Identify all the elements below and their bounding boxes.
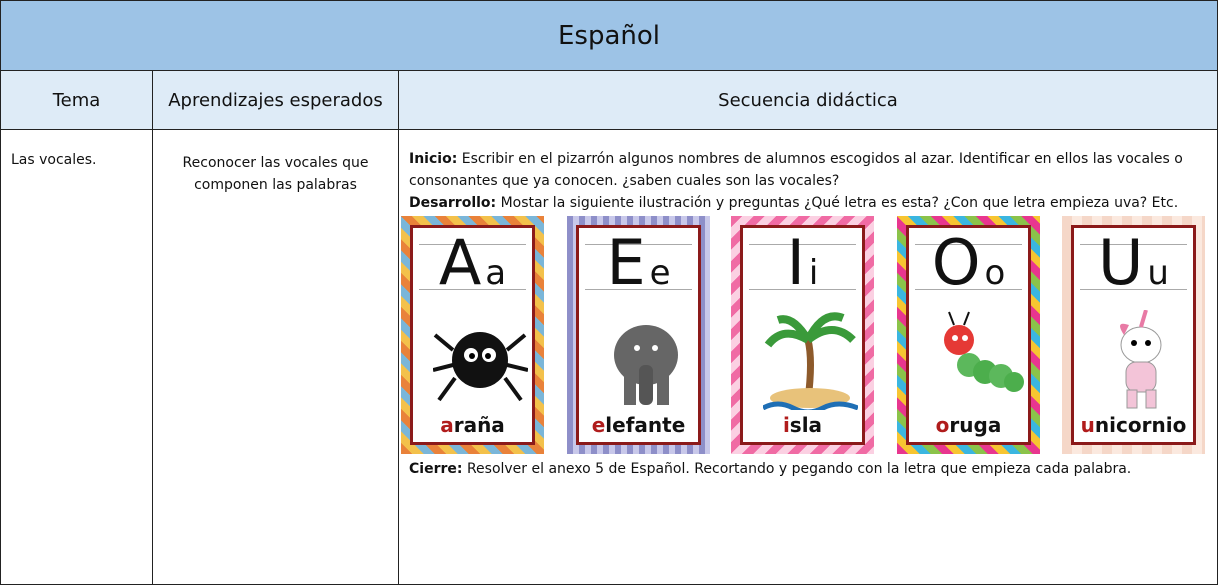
illustration	[433, 332, 528, 402]
illustration	[944, 311, 1024, 392]
illustration	[614, 325, 678, 405]
ruled-lines	[915, 244, 1022, 290]
label: Cierre:	[409, 461, 463, 477]
column-header: Tema	[0, 70, 153, 130]
ruled-lines	[1080, 244, 1187, 290]
card-word: unicornio	[1080, 413, 1187, 437]
lowercase-letter: e	[649, 253, 671, 293]
cierre: Cierre: Resolver el anexo 5 de Español. …	[409, 458, 1207, 480]
secuencia-cell: Inicio: Escribir en el pizarrón algunos …	[398, 129, 1218, 585]
uppercase-letter: I	[786, 226, 805, 299]
inicio: Inicio: Escribir en el pizarrón algunos …	[409, 148, 1207, 192]
label: Desarrollo:	[409, 195, 497, 211]
text: Escribir en el pizarrón algunos nombres …	[409, 151, 1183, 189]
card-word: araña	[440, 413, 505, 437]
illustration	[1120, 310, 1162, 409]
label: Inicio:	[409, 151, 458, 167]
title: Español	[0, 0, 1218, 71]
column-header: Secuencia didáctica	[398, 70, 1218, 130]
uppercase-letter: U	[1098, 226, 1144, 299]
text: Resolver el anexo 5 de Español. Recortan…	[466, 461, 1132, 477]
text: Mostar la siguiente ilustración y pregun…	[500, 195, 1179, 211]
tema-cell: Las vocales.	[0, 129, 153, 585]
card-word: oruga	[935, 413, 1002, 437]
desarrollo: Desarrollo: Mostar la siguiente ilustrac…	[409, 192, 1207, 214]
uppercase-letter: O	[931, 226, 981, 299]
lowercase-letter: i	[808, 253, 819, 293]
lowercase-letter: u	[1147, 253, 1169, 293]
lowercase-letter: a	[485, 253, 507, 293]
uppercase-letter: E	[606, 226, 646, 299]
ruled-lines	[419, 244, 526, 290]
aprendizajes-cell: Reconocer las vocales que componen las p…	[152, 129, 399, 585]
card-word: elefante	[591, 413, 686, 437]
illustration	[763, 312, 858, 410]
ruled-lines	[749, 244, 856, 290]
card-word: isla	[782, 413, 823, 437]
uppercase-letter: A	[438, 226, 482, 299]
lowercase-letter: o	[984, 253, 1006, 293]
ruled-lines	[585, 244, 692, 290]
column-header: Aprendizajes esperados	[152, 70, 399, 130]
